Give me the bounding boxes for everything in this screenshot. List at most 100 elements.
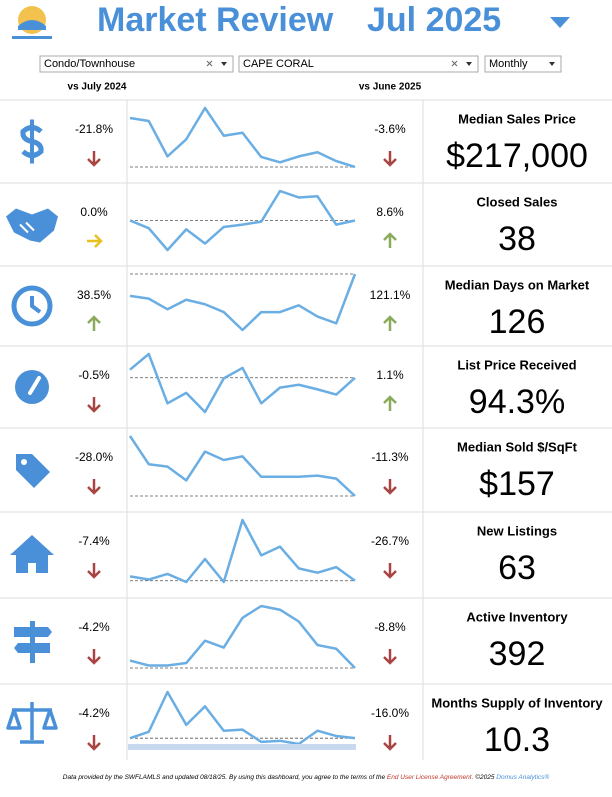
mom-change: -11.3% <box>371 450 408 464</box>
metric-label: New Listings <box>477 523 557 538</box>
metric-icon <box>6 208 58 243</box>
icon-shape <box>21 459 27 465</box>
yoy-change: -4.2% <box>78 620 110 634</box>
metric-row: -21.8% -3.6% Median Sales Price $217,000 <box>0 99 612 175</box>
filter-box[interactable] <box>484 55 562 73</box>
metric-icon <box>11 285 53 327</box>
brand-link[interactable]: Domus Analytics® <box>496 773 549 781</box>
icon-shape <box>10 535 54 573</box>
trend-arrow <box>87 315 101 331</box>
metric-row: -4.2% -8.8% Active Inventory 392 <box>0 597 612 673</box>
trend-arrow <box>87 151 101 167</box>
trend-arrow <box>383 395 397 411</box>
filter-box[interactable] <box>238 55 479 73</box>
icon-shape <box>30 621 35 663</box>
logo <box>12 6 52 39</box>
sparkline <box>129 352 356 414</box>
filter-value[interactable]: CAPE CORAL <box>243 58 314 70</box>
icon-shape <box>30 119 34 164</box>
title: Market Review <box>97 1 334 39</box>
metric-row: -7.4% -26.7% New Listings 63 <box>0 511 612 587</box>
icon-shape <box>28 376 41 395</box>
trend-arrow <box>87 234 103 248</box>
clear-icon[interactable] <box>206 60 213 67</box>
mom-header: vs June 2025 <box>359 82 422 93</box>
trend-arrow <box>383 479 397 495</box>
trend-arrow <box>383 315 397 331</box>
metric-label: Months Supply of Inventory <box>431 695 603 710</box>
period-dropdown[interactable] <box>550 17 570 28</box>
metric-row: -28.0% -11.3% Median Sold $/SqFt $157 <box>0 427 612 503</box>
trend-arrow <box>87 397 101 413</box>
dropdown-arrow[interactable] <box>549 62 555 66</box>
scrollbar[interactable] <box>128 744 356 750</box>
metric-icon <box>6 702 58 744</box>
yoy-header: vs July 2024 <box>68 82 127 93</box>
icon-shape <box>30 296 42 314</box>
metric-label: Median Sales Price <box>458 111 576 126</box>
metric-label: Active Inventory <box>466 609 568 624</box>
icon-shape <box>14 627 52 653</box>
trend-arrow <box>87 563 101 579</box>
yoy-change: -7.4% <box>78 534 110 548</box>
metric-icon <box>14 621 52 663</box>
mom-change: -8.8% <box>374 620 406 634</box>
metric-icon <box>16 454 50 488</box>
metric-icon <box>20 119 44 164</box>
icon-shape <box>6 702 58 744</box>
filter-dropdown[interactable]: Condo/Townhouse <box>39 55 234 73</box>
trend-arrow <box>383 151 397 167</box>
trend-arrow <box>383 735 397 751</box>
metric-label: Median Days on Market <box>445 277 590 292</box>
copyright: ©2025 <box>473 773 496 781</box>
trend-arrow <box>383 649 397 665</box>
sparkline <box>129 273 357 332</box>
metric-value: 10.3 <box>484 721 550 759</box>
filter-value[interactable]: Monthly <box>489 58 528 70</box>
metric-value: 126 <box>489 303 546 341</box>
mom-change: 8.6% <box>376 205 404 219</box>
yoy-change: 38.5% <box>77 288 111 302</box>
metric-value: 38 <box>498 220 536 258</box>
filter-box[interactable] <box>39 55 234 73</box>
period[interactable]: Jul 2025 <box>367 1 501 39</box>
sparkline <box>129 189 356 252</box>
metric-value: $157 <box>479 465 555 503</box>
trend-arrow <box>383 563 397 579</box>
icon-shape <box>6 208 58 243</box>
dropdown-arrow[interactable] <box>221 62 227 66</box>
icon-shape <box>16 454 50 488</box>
filter-dropdown[interactable]: Monthly <box>484 55 562 73</box>
metric-label: List Price Received <box>457 357 576 372</box>
filter-value[interactable]: Condo/Townhouse <box>44 58 135 70</box>
clear-icon[interactable] <box>451 60 458 67</box>
mom-change: 121.1% <box>370 288 411 302</box>
mom-change: 1.1% <box>376 368 404 382</box>
metric-row: 38.5% 121.1% Median Days on Market 126 <box>0 265 612 341</box>
metric-label: Closed Sales <box>477 194 558 209</box>
sparkline <box>129 604 356 669</box>
yoy-change: -0.5% <box>78 368 110 382</box>
metric-row: 0.0% 8.6% Closed Sales 38 <box>0 182 612 258</box>
metric-icon <box>15 370 49 404</box>
license-link[interactable]: End User License Agreement. <box>387 774 474 781</box>
yoy-change: -21.8% <box>75 122 113 136</box>
icon-shape <box>11 285 53 327</box>
filter-dropdown[interactable]: CAPE CORAL <box>238 55 479 73</box>
metric-label: Median Sold $/SqFt <box>457 439 578 454</box>
metric-value: $217,000 <box>446 137 588 175</box>
sparkline <box>128 435 356 497</box>
dropdown-arrow[interactable] <box>466 62 472 66</box>
sparkline <box>129 106 356 169</box>
yoy-change: -28.0% <box>75 450 113 464</box>
mom-change: -3.6% <box>374 122 406 136</box>
yoy-change: 0.0% <box>80 205 108 219</box>
footer: Data provided by the SWFLAMLS and update… <box>63 773 550 781</box>
metric-row: -0.5% 1.1% List Price Received 94.3% <box>0 345 612 421</box>
metric-row: -4.2% -16.0% Months Supply of Inventory 10.… <box>0 683 612 759</box>
sparkline <box>129 518 356 584</box>
yoy-change: -4.2% <box>78 706 110 720</box>
trend-arrow <box>383 232 397 248</box>
metric-value: 392 <box>489 635 546 673</box>
